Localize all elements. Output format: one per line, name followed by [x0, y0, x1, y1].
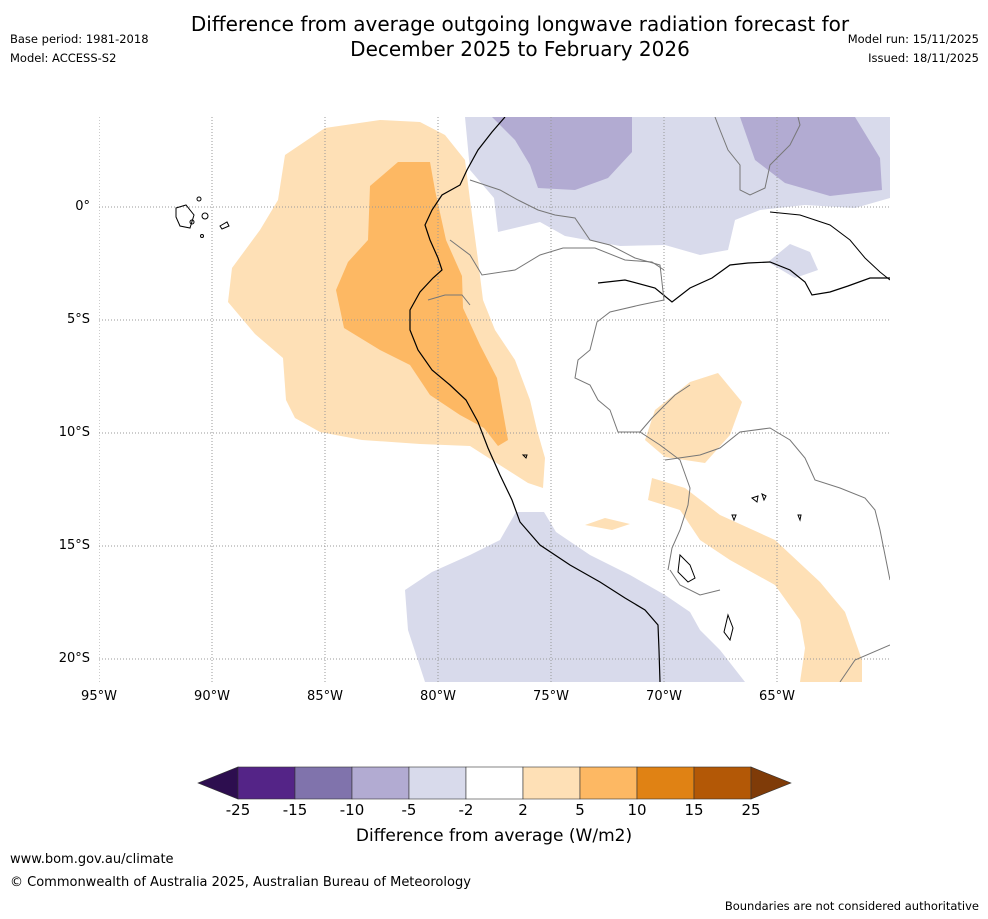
colorbar-swatch-below-25 [197, 766, 239, 800]
issued-date: Issued: 18/11/2025 [868, 51, 979, 65]
lon-label-65w: 65°W [759, 689, 795, 704]
chart-title: Difference from average outgoing longwav… [0, 12, 988, 62]
lon-label-95w: 95°W [81, 689, 117, 704]
copyright-notice: © Commonwealth of Australia 2025, Austra… [10, 875, 471, 890]
lakes [521, 454, 802, 642]
colorbar-swatch-p15-p25 [693, 766, 752, 800]
anomaly-neg-north-dark2 [740, 117, 882, 196]
lat-label-20s: 20°S [58, 651, 90, 666]
lat-label-5s: 5°S [66, 312, 90, 327]
model-run: Model run: 15/11/2025 [847, 32, 979, 46]
anomaly-pos-inland-band [648, 478, 862, 682]
anomaly-pos-inland-1 [645, 373, 742, 463]
coastline-amazon-mouth [769, 211, 890, 281]
colorbar-tick: -25 [225, 801, 251, 819]
colorbar-tick: 25 [741, 801, 761, 819]
colorbar-swatch-m15-m10 [294, 766, 353, 800]
model-name: Model: ACCESS-S2 [10, 51, 117, 65]
colorbar-tick: -10 [339, 801, 365, 819]
anomaly-neg-north-dark1 [492, 117, 632, 190]
lon-label-85w: 85°W [307, 689, 343, 704]
colorbar-swatch-p2-p5 [522, 766, 581, 800]
lat-label-0: 0° [75, 199, 90, 214]
galapagos-islands [175, 196, 230, 238]
country-borders [427, 117, 890, 682]
lon-label-90w: 90°W [194, 689, 230, 704]
colorbar-swatch-m2-p2 [465, 766, 524, 800]
lon-label-70w: 70°W [646, 689, 682, 704]
lat-label-15s: 15°S [58, 538, 90, 553]
colorbar [197, 766, 792, 800]
website-link[interactable]: www.bom.gov.au/climate [10, 852, 174, 867]
colorbar-tick: -15 [282, 801, 308, 819]
title-line-1: Difference from average outgoing longwav… [190, 12, 850, 36]
colorbar-swatch-above-25 [750, 766, 792, 800]
colorbar-swatch-m25-m15 [237, 766, 296, 800]
lat-label-10s: 10°S [58, 425, 90, 440]
colorbar-swatch-p5-p10 [579, 766, 638, 800]
colorbar-tick: 5 [575, 801, 585, 819]
coastline [409, 117, 661, 682]
anomaly-pos-coastal-dark [336, 162, 508, 446]
colorbar-swatch-m10-m5 [351, 766, 410, 800]
anomaly-neg-south [405, 512, 745, 682]
lon-label-80w: 80°W [420, 689, 456, 704]
map-area [99, 117, 890, 682]
anomaly-neg-north-blob [768, 244, 818, 278]
boundaries-disclaimer: Boundaries are not considered authoritat… [724, 899, 979, 913]
colorbar-tick: 15 [684, 801, 704, 819]
title-line-2: December 2025 to February 2026 [350, 37, 690, 61]
colorbar-tick: 2 [518, 801, 528, 819]
colorbar-tick: -5 [401, 801, 417, 819]
base-period: Base period: 1981-2018 [10, 32, 149, 46]
lon-label-75w: 75°W [533, 689, 569, 704]
colorbar-tick: 10 [627, 801, 647, 819]
colorbar-tick: -2 [458, 801, 474, 819]
colorbar-label: Difference from average (W/m2) [355, 826, 633, 846]
colorbar-swatch-p10-p15 [636, 766, 695, 800]
gridlines [99, 117, 890, 682]
colorbar-swatch-m5-m2 [408, 766, 467, 800]
anomaly-pos-inland-2 [585, 518, 630, 530]
